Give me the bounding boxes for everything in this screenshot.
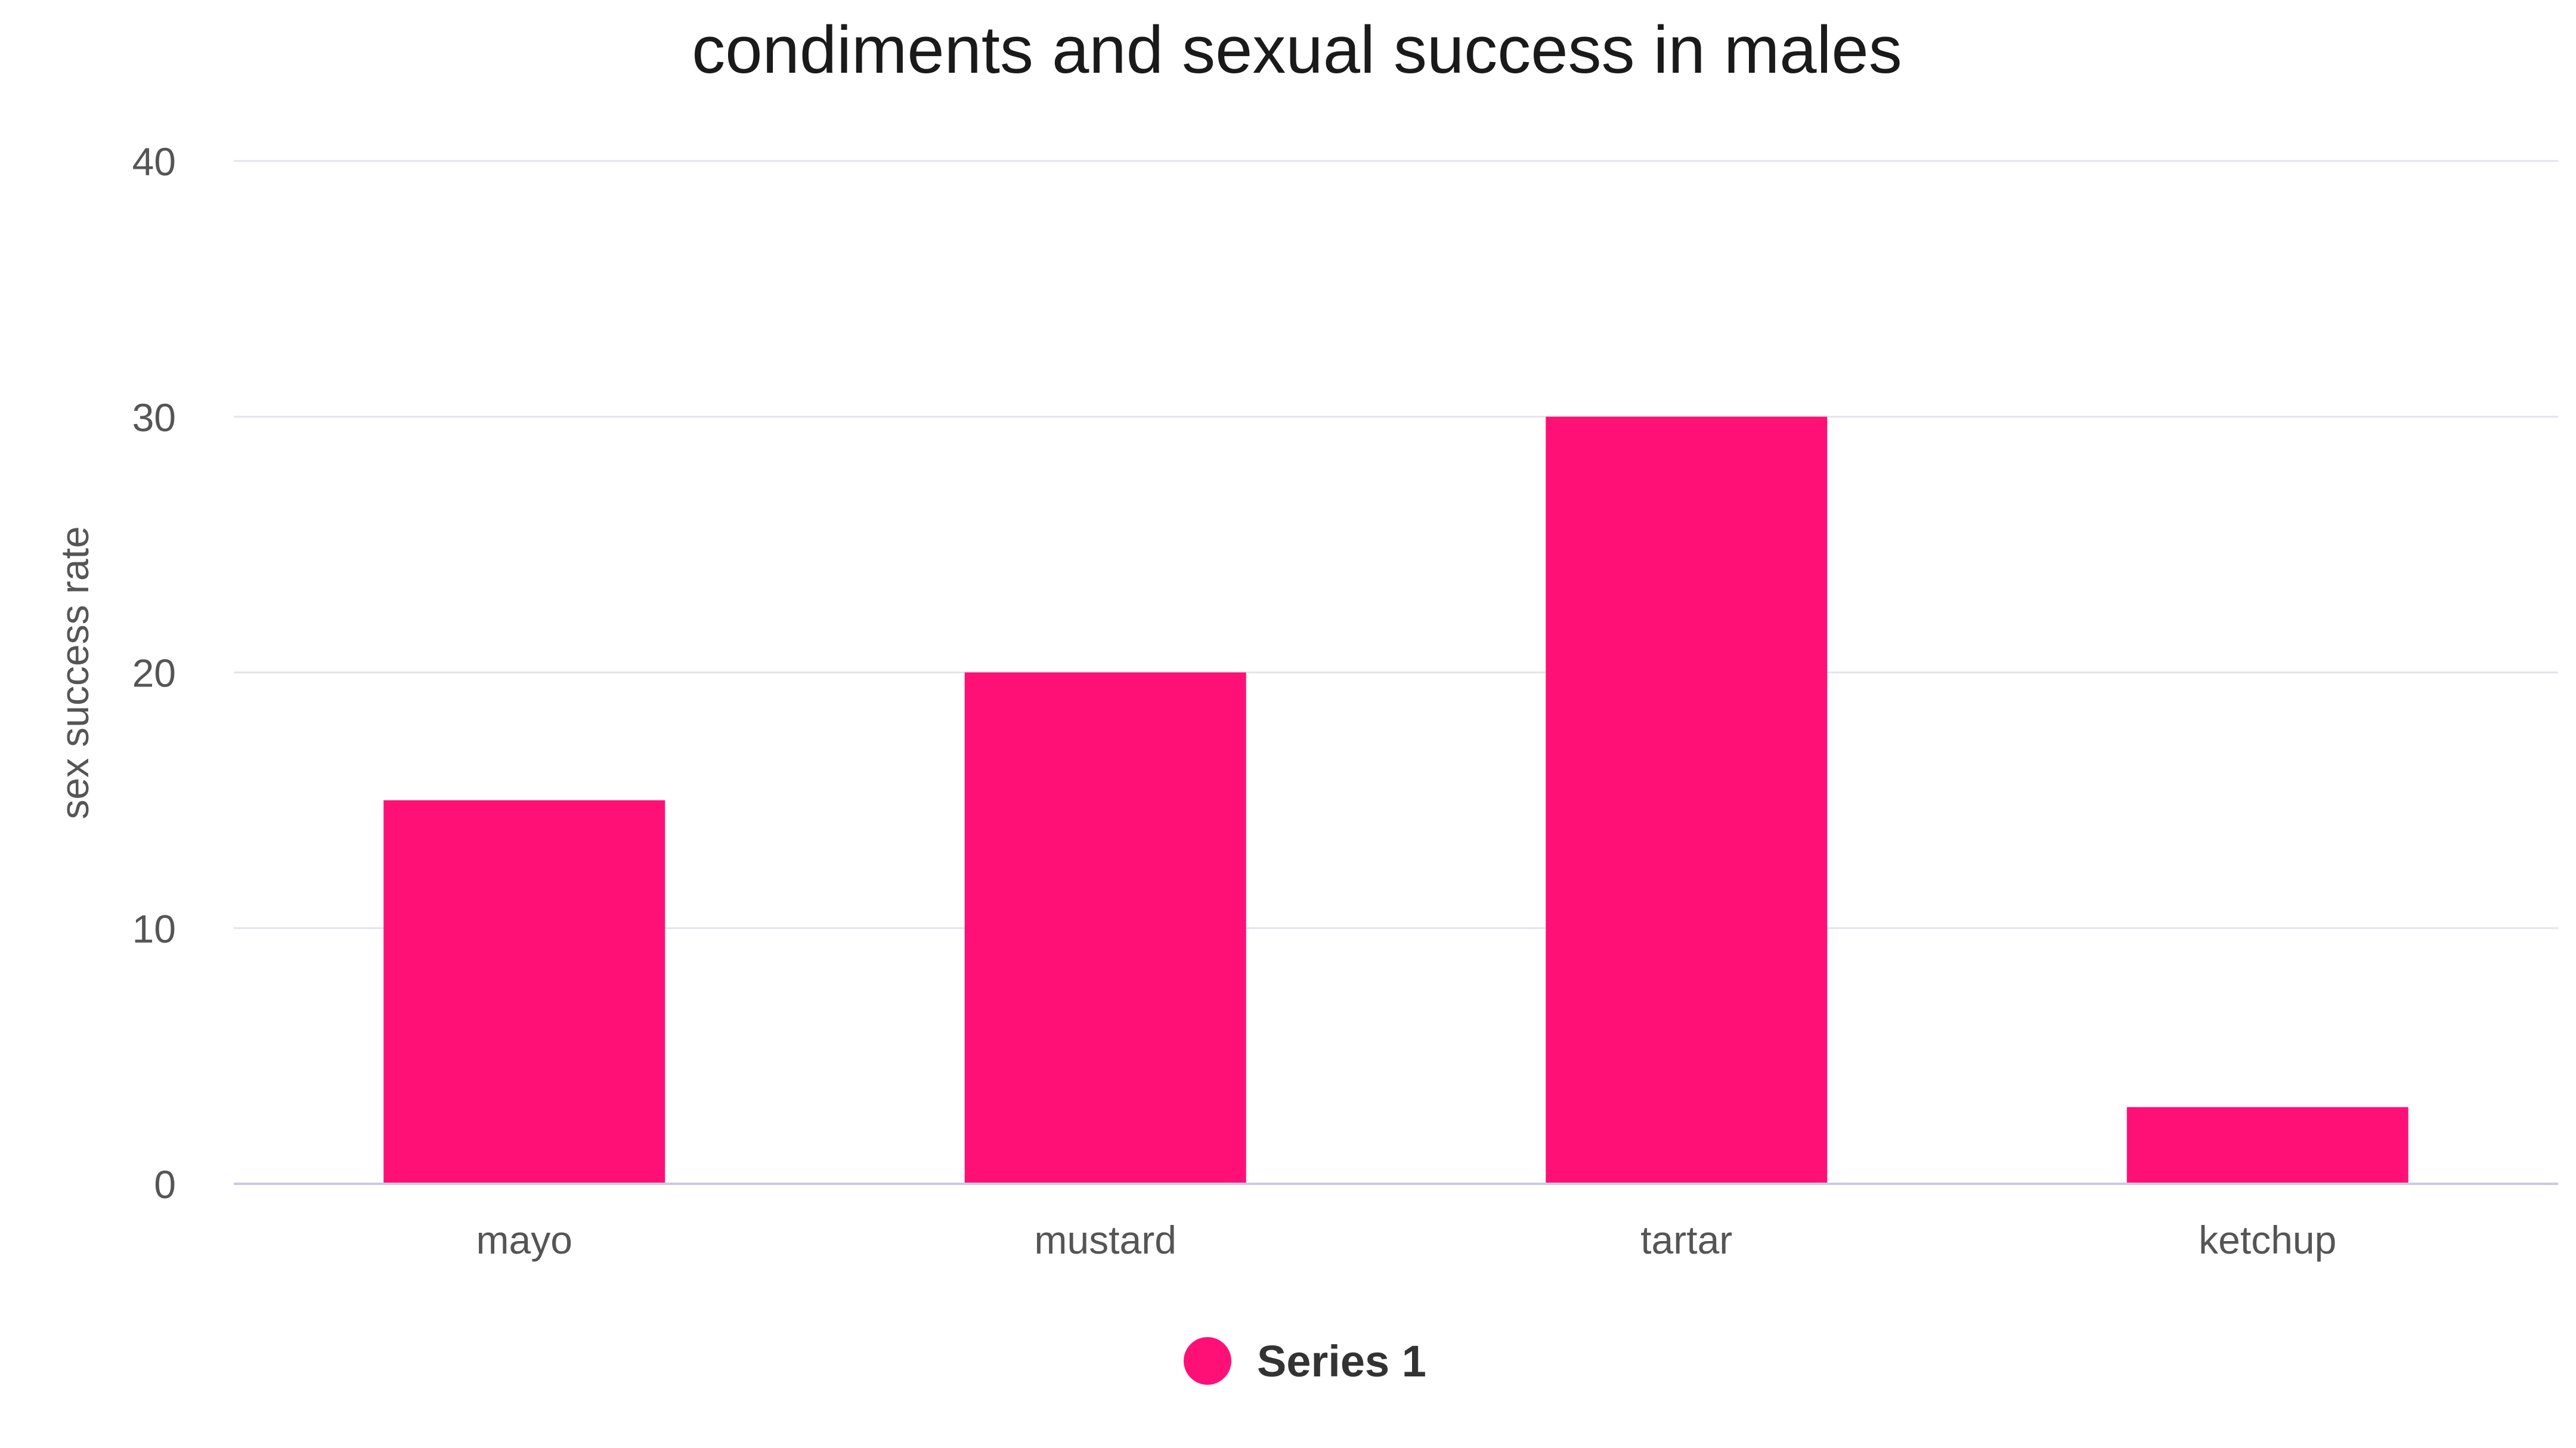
x-axis-ticks: mayo mustard tartar ketchup [476, 1218, 2337, 1262]
y-tick-label: 20 [132, 651, 176, 695]
bar-tartar [1546, 416, 1828, 1184]
legend: Series 1 [1184, 1336, 1426, 1386]
bars [383, 416, 2408, 1184]
y-tick-label: 30 [132, 395, 176, 440]
legend-marker-series-1 [1184, 1337, 1231, 1385]
y-tick-label: 0 [154, 1162, 176, 1206]
y-tick-label: 10 [132, 906, 176, 951]
bar-mustard [964, 672, 1246, 1184]
x-tick-label-ketchup: ketchup [2199, 1218, 2336, 1262]
x-tick-label-mustard: mustard [1035, 1218, 1176, 1262]
x-tick-label-mayo: mayo [476, 1218, 572, 1262]
chart-title: condiments and sexual success in males [692, 13, 1902, 87]
legend-label-series-1: Series 1 [1257, 1336, 1426, 1386]
y-axis-label: sex success rate [52, 526, 97, 819]
bar-mayo [383, 800, 665, 1184]
y-tick-label: 40 [132, 140, 176, 184]
bar-ketchup [2126, 1107, 2408, 1184]
gridlines [234, 160, 2558, 929]
x-tick-label-tartar: tartar [1640, 1218, 1732, 1262]
y-axis-ticks: 0 10 20 30 40 [132, 140, 176, 1206]
